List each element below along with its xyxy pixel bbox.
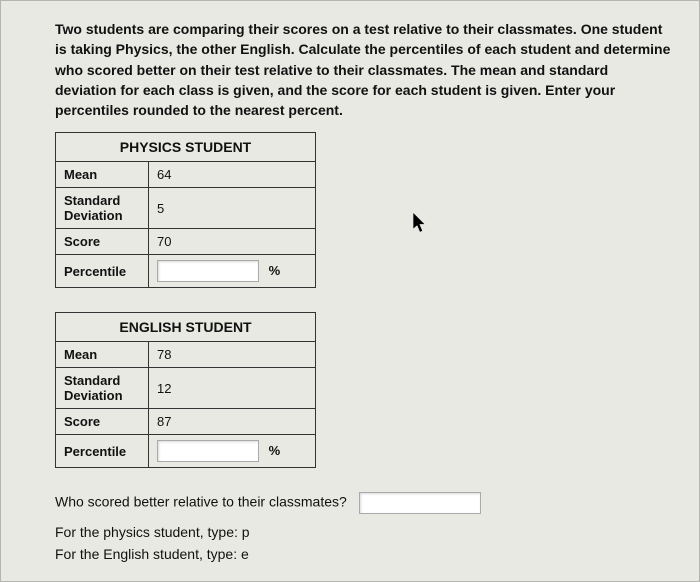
table-row: Percentile % (56, 255, 316, 288)
english-sd-label: Standard Deviation (56, 368, 149, 409)
table-row: Standard Deviation 12 (56, 368, 316, 409)
english-percentile-input[interactable] (157, 440, 259, 462)
table-row: Standard Deviation 5 (56, 188, 316, 229)
physics-pct-label: Percentile (56, 255, 149, 288)
physics-title: PHYSICS STUDENT (56, 133, 316, 162)
physics-score-value: 70 (149, 229, 316, 255)
percent-sign: % (269, 443, 281, 458)
physics-score-label: Score (56, 229, 149, 255)
prompt-text: Two students are comparing their scores … (55, 19, 671, 120)
english-score-value: 87 (149, 409, 316, 435)
percent-sign: % (269, 263, 281, 278)
cursor-icon (413, 213, 427, 233)
english-pct-label: Percentile (56, 435, 149, 468)
physics-mean-value: 64 (149, 162, 316, 188)
physics-sd-value: 5 (149, 188, 316, 229)
english-mean-value: 78 (149, 342, 316, 368)
physics-table: PHYSICS STUDENT Mean 64 Standard Deviati… (55, 132, 316, 288)
table-row: Score 70 (56, 229, 316, 255)
hint-english: For the English student, type: e (55, 546, 671, 562)
physics-percentile-input[interactable] (157, 260, 259, 282)
table-row: Mean 78 (56, 342, 316, 368)
table-row: Percentile % (56, 435, 316, 468)
english-score-label: Score (56, 409, 149, 435)
who-scored-better-input[interactable] (359, 492, 481, 514)
table-row: Mean 64 (56, 162, 316, 188)
table-row: Score 87 (56, 409, 316, 435)
question-text: Who scored better relative to their clas… (55, 494, 347, 510)
problem-sheet: Two students are comparing their scores … (0, 0, 700, 582)
english-sd-value: 12 (149, 368, 316, 409)
english-mean-label: Mean (56, 342, 149, 368)
hint-physics: For the physics student, type: p (55, 524, 671, 540)
english-title: ENGLISH STUDENT (56, 313, 316, 342)
physics-sd-label: Standard Deviation (56, 188, 149, 229)
english-table: ENGLISH STUDENT Mean 78 Standard Deviati… (55, 312, 316, 468)
question-row: Who scored better relative to their clas… (55, 492, 671, 514)
physics-mean-label: Mean (56, 162, 149, 188)
